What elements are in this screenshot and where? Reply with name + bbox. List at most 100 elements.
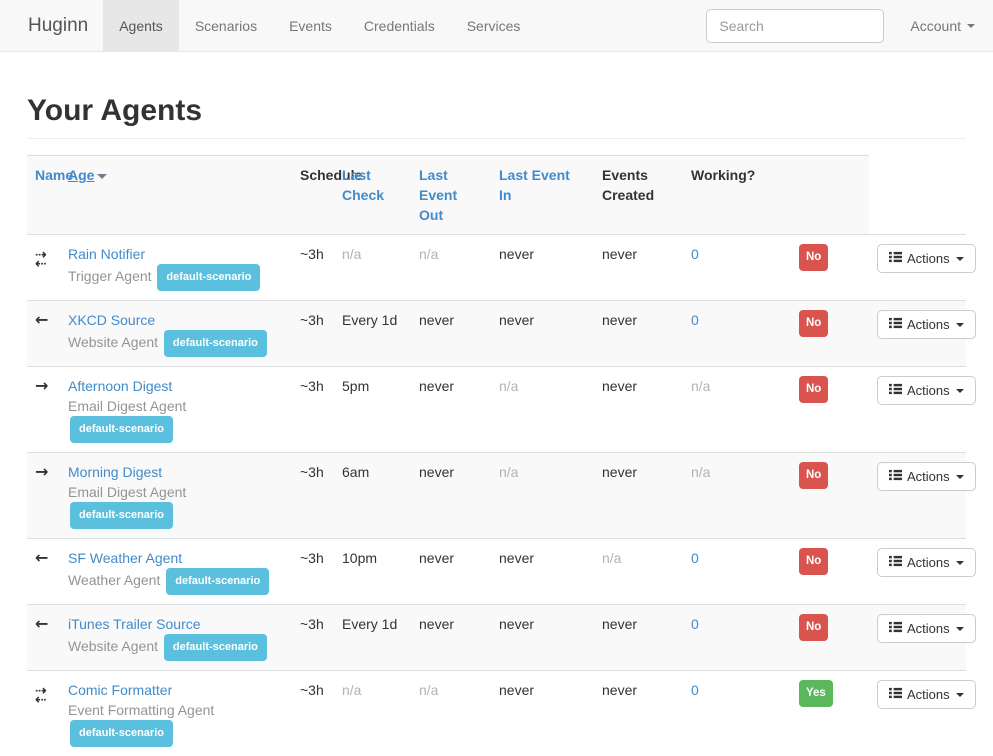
actions-button[interactable]: Actions <box>877 614 976 643</box>
last-event-in-cell: n/a <box>594 539 683 605</box>
events-created-cell: 0 <box>683 301 791 367</box>
nav-item-credentials[interactable]: Credentials <box>348 0 451 51</box>
agent-type-label: Weather Agent <box>68 572 160 588</box>
chevron-down-icon <box>967 24 975 28</box>
column-header-name: Name <box>27 156 60 235</box>
events-created-cell: 0 <box>683 539 791 605</box>
working-badge: No <box>799 462 828 489</box>
last-event-out-cell: never <box>491 301 594 367</box>
chevron-down-icon <box>956 257 964 261</box>
agent-name-link[interactable]: iTunes Trailer Source <box>68 616 201 632</box>
agent-name-link[interactable]: Afternoon Digest <box>68 378 172 394</box>
bidirectional-arrow-icon: ⇢⇠ <box>35 251 47 269</box>
events-created-cell: 0 <box>683 235 791 301</box>
sort-link-age[interactable]: Age <box>68 167 94 183</box>
list-icon <box>889 555 902 570</box>
scenario-badge[interactable]: default-scenario <box>166 568 269 595</box>
agent-name-link[interactable]: SF Weather Agent <box>68 550 182 566</box>
agent-type-label: Website Agent <box>68 638 158 654</box>
nav-item-services[interactable]: Services <box>451 0 537 51</box>
events-created-link[interactable]: 0 <box>691 550 699 566</box>
events-created-cell: n/a <box>683 367 791 453</box>
scenario-badge[interactable]: default-scenario <box>70 416 173 443</box>
agent-name-link[interactable]: Morning Digest <box>68 464 162 480</box>
last-event-in-cell-value: never <box>602 246 637 262</box>
actions-button[interactable]: Actions <box>877 310 976 339</box>
events-created-link[interactable]: 0 <box>691 616 699 632</box>
last-event-in-cell: never <box>594 235 683 301</box>
arrow-right-icon: → <box>35 462 48 481</box>
column-header-age: Age <box>60 156 292 235</box>
events-created-link[interactable]: 0 <box>691 682 699 698</box>
chevron-down-icon <box>956 475 964 479</box>
column-header-schedule: Schedule <box>292 156 334 235</box>
actions-button-label: Actions <box>907 251 950 266</box>
schedule-cell: 6am <box>334 453 411 539</box>
scenario-badge[interactable]: default-scenario <box>70 502 173 529</box>
agent-row-morning-digest: → Morning Digest Email Digest Agent defaul… <box>27 453 966 539</box>
actions-button[interactable]: Actions <box>877 680 976 709</box>
last-event-in-cell-value: never <box>602 682 637 698</box>
scenario-badge[interactable]: default-scenario <box>70 720 173 747</box>
list-icon <box>889 621 902 636</box>
agent-name-cell: XKCD Source Website Agent default-scenari… <box>60 301 292 367</box>
events-created-link[interactable]: 0 <box>691 312 699 328</box>
schedule-cell: Every 1d <box>334 605 411 671</box>
actions-button-label: Actions <box>907 555 950 570</box>
account-dropdown[interactable]: Account <box>910 18 975 34</box>
schedule-cell: n/a <box>334 235 411 301</box>
last-event-out-cell: never <box>491 605 594 671</box>
last-event-out-cell-value: never <box>499 616 534 632</box>
nav-item-scenarios[interactable]: Scenarios <box>179 0 273 51</box>
last-event-out-cell: never <box>491 539 594 605</box>
chevron-down-icon <box>956 323 964 327</box>
schedule-cell-value: Every 1d <box>342 616 397 632</box>
age-cell-value: ~3h <box>300 378 324 394</box>
sort-link-last-check[interactable]: Last Check <box>342 167 384 203</box>
last-event-out-cell: n/a <box>491 453 594 539</box>
agent-row-xkcd-source: ← XKCD Source Website Agent default-scenar… <box>27 301 966 367</box>
schedule-cell: Every 1d <box>334 301 411 367</box>
navbar-right: Account <box>706 0 993 51</box>
nav-item-agents[interactable]: Agents <box>103 0 179 51</box>
schedule-cell-value: n/a <box>342 682 361 698</box>
actions-button-label: Actions <box>907 621 950 636</box>
brand-link[interactable]: Huginn <box>0 0 103 51</box>
working-badge: No <box>799 244 828 271</box>
arrow-right-icon: → <box>35 376 48 395</box>
last-check-cell-value: n/a <box>419 246 438 262</box>
agent-name-cell: SF Weather Agent Weather Agent default-sc… <box>60 539 292 605</box>
sort-link-last-event-out[interactable]: Last Event Out <box>419 167 457 223</box>
agent-name-link[interactable]: XKCD Source <box>68 312 155 328</box>
agent-subline: Email Digest Agent default-scenario <box>68 482 284 529</box>
actions-button[interactable]: Actions <box>877 244 976 273</box>
bidirectional-arrow-icon: ⇢⇠ <box>35 687 47 705</box>
sort-link-last-event-in[interactable]: Last Event In <box>499 167 570 203</box>
scenario-badge[interactable]: default-scenario <box>164 330 267 357</box>
events-created-link[interactable]: 0 <box>691 246 699 262</box>
scenario-badge[interactable]: default-scenario <box>164 634 267 661</box>
direction-cell: ← <box>27 301 60 367</box>
events-created-value: n/a <box>691 464 710 480</box>
age-cell-value: ~3h <box>300 312 324 328</box>
actions-button[interactable]: Actions <box>877 462 976 491</box>
search-input[interactable] <box>706 9 884 43</box>
working-cell: No <box>791 453 869 539</box>
agent-type-label: Website Agent <box>68 334 158 350</box>
last-check-cell: never <box>411 453 491 539</box>
age-cell-value: ~3h <box>300 464 324 480</box>
column-header-label: Working? <box>691 167 755 183</box>
actions-button[interactable]: Actions <box>877 548 976 577</box>
chevron-down-icon <box>956 389 964 393</box>
scenario-badge[interactable]: default-scenario <box>157 264 260 291</box>
last-event-in-cell: never <box>594 453 683 539</box>
actions-button[interactable]: Actions <box>877 376 976 405</box>
agent-name-link[interactable]: Comic Formatter <box>68 682 172 698</box>
schedule-cell-value: 5pm <box>342 378 369 394</box>
agent-name-link[interactable]: Rain Notifier <box>68 246 145 262</box>
nav-item-events[interactable]: Events <box>273 0 348 51</box>
last-check-cell: never <box>411 605 491 671</box>
